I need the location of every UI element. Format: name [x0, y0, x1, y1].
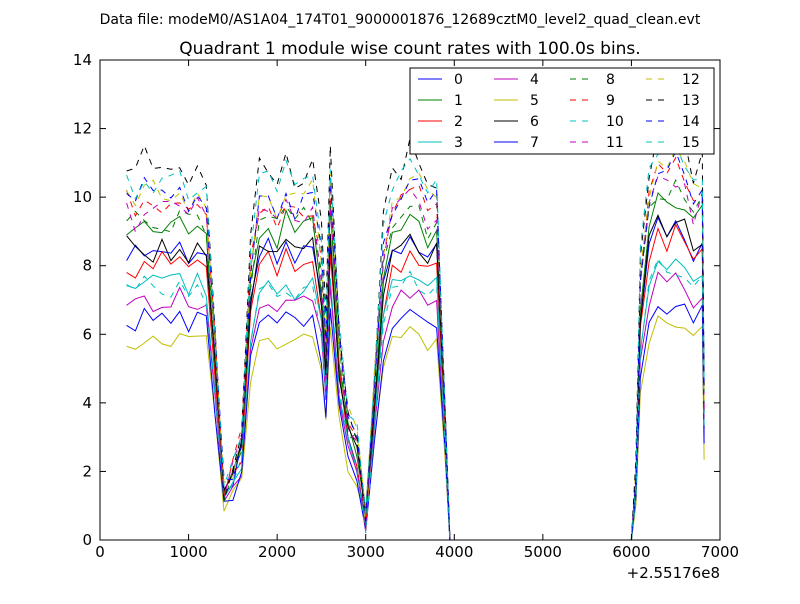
- y-tick-label: 8: [82, 257, 92, 275]
- legend-label-12: 12: [682, 72, 700, 88]
- legend-label-10: 10: [606, 114, 624, 130]
- x-tick-label: 6000: [612, 543, 650, 561]
- y-tick-label: 14: [73, 51, 92, 69]
- figure-suptitle: Data file: modeM0/AS1A04_174T01_90000018…: [100, 12, 701, 28]
- series-line-7: [126, 303, 705, 540]
- y-tick-label: 0: [82, 531, 92, 549]
- legend-label-0: 0: [454, 72, 463, 88]
- y-tick-label: 10: [73, 188, 92, 206]
- legend-label-4: 4: [530, 72, 539, 88]
- legend-label-9: 9: [606, 93, 615, 109]
- legend-label-3: 3: [454, 135, 463, 151]
- x-offset-label: +2.55176e8: [627, 564, 720, 582]
- legend-label-15: 15: [682, 135, 700, 151]
- y-tick-label: 12: [73, 120, 92, 138]
- chart-title: Quadrant 1 module wise count rates with …: [179, 39, 640, 59]
- legend-frame: [409, 67, 715, 155]
- x-tick-label: 0: [95, 543, 105, 561]
- legend-label-1: 1: [454, 93, 463, 109]
- x-tick-label: 2000: [258, 543, 296, 561]
- legend-label-6: 6: [530, 114, 539, 130]
- x-tick-label: 4000: [435, 543, 473, 561]
- legend-label-8: 8: [606, 72, 615, 88]
- plot-frame: [99, 59, 721, 541]
- y-tick-label: 2: [82, 462, 92, 480]
- y-tick-label: 6: [82, 325, 92, 343]
- legend-label-14: 14: [682, 114, 700, 130]
- x-tick-label: 1000: [169, 543, 207, 561]
- legend-label-2: 2: [454, 114, 463, 130]
- series-layer: [126, 115, 705, 540]
- series-line-15: [126, 144, 705, 540]
- series-line-11: [126, 175, 705, 540]
- x-tick-label: 7000: [701, 543, 739, 561]
- legend-label-11: 11: [606, 135, 624, 151]
- legend-label-7: 7: [530, 135, 539, 151]
- series-line-6: [126, 214, 705, 540]
- series-line-10: [126, 257, 705, 540]
- x-tick-label: 5000: [524, 543, 562, 561]
- legend-label-13: 13: [682, 93, 700, 109]
- y-tick-label: 4: [82, 394, 92, 412]
- legend-label-5: 5: [530, 93, 539, 109]
- x-tick-label: 3000: [347, 543, 385, 561]
